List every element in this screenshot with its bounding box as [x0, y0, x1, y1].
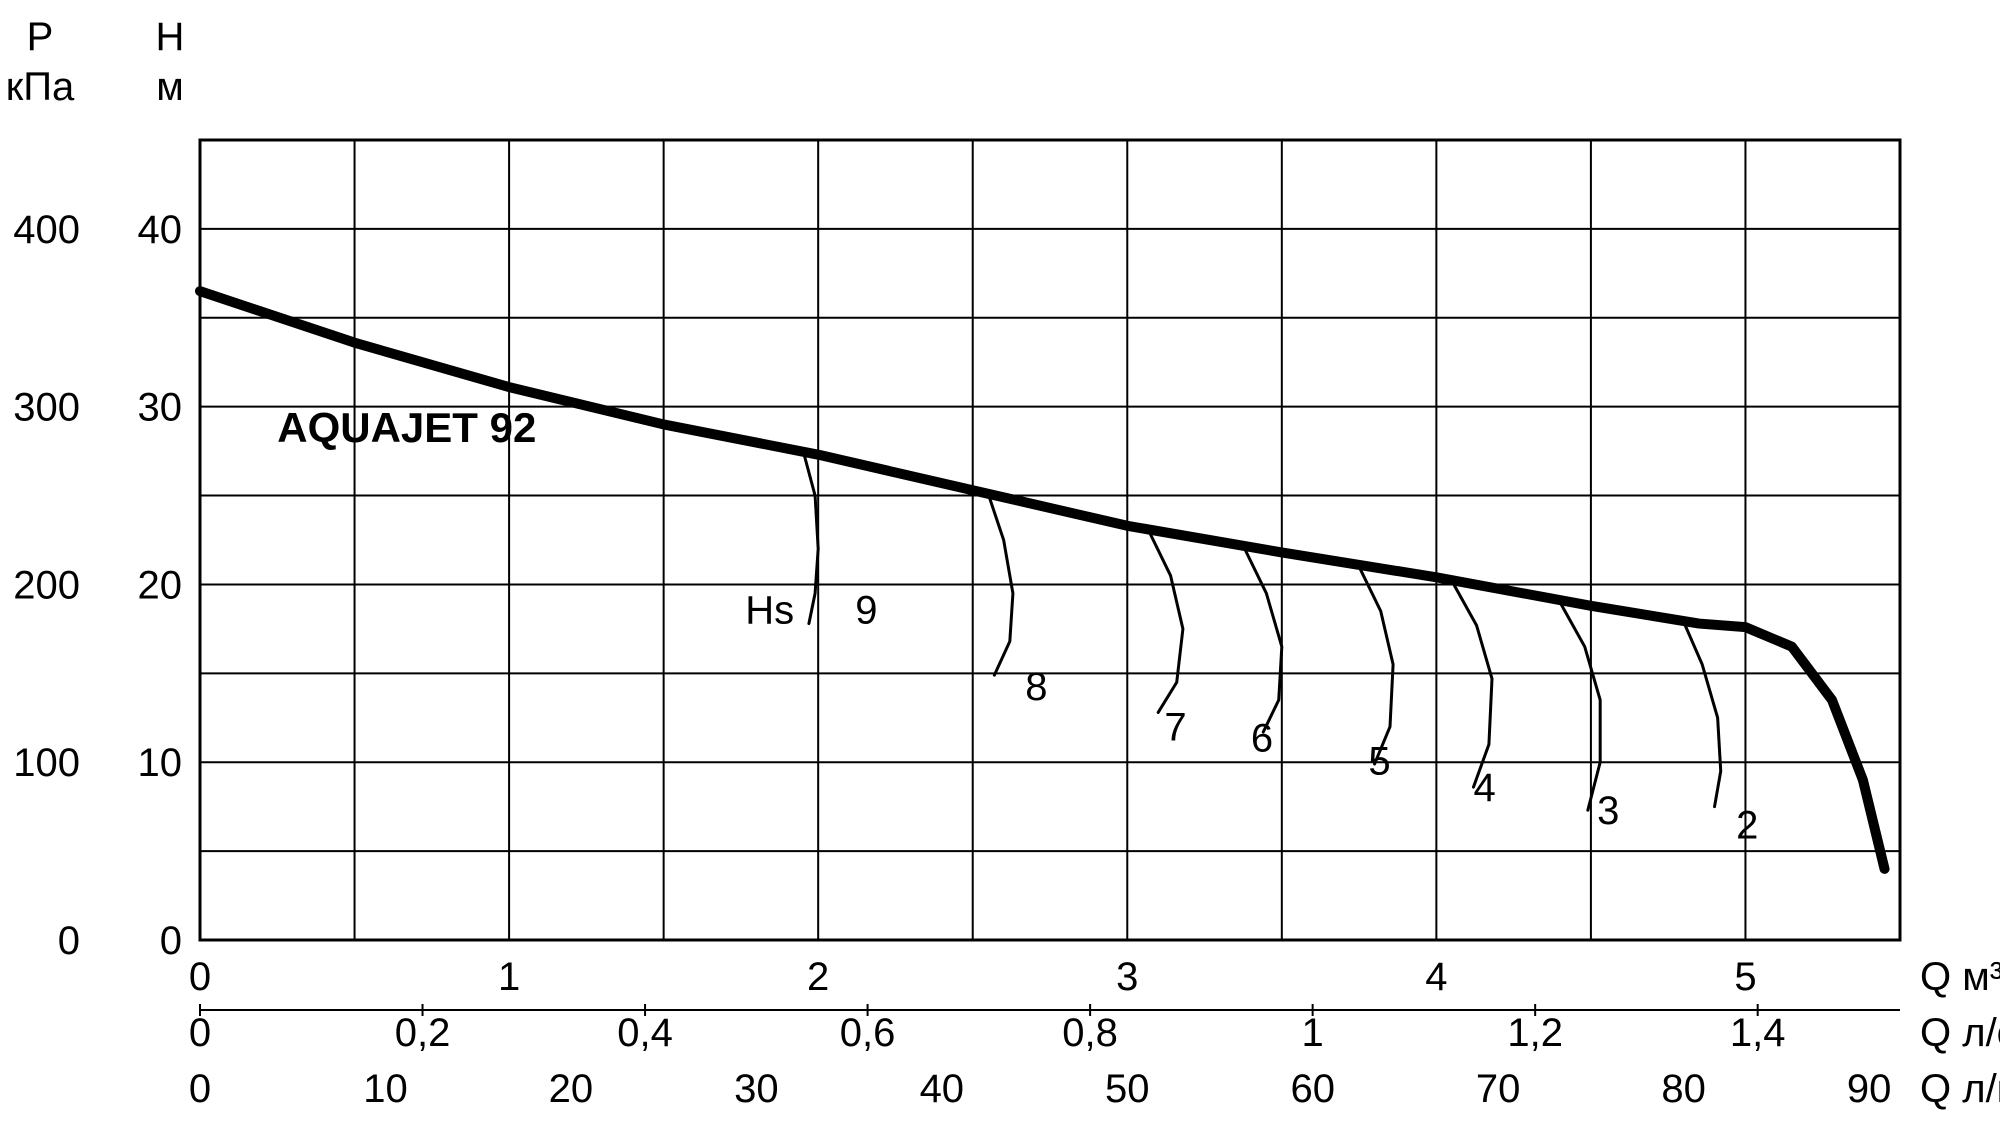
y-tick-h: 20	[138, 563, 183, 607]
y2-unit: кПа	[6, 65, 75, 109]
drop-label: 8	[1025, 665, 1047, 709]
y1-unit: м	[156, 65, 184, 109]
hs-label: Hs	[745, 588, 794, 632]
drop-label: 5	[1368, 739, 1390, 783]
x-tick: 0	[189, 955, 211, 999]
chart-svg: 0102030400100200300400PкПаHм012345Q м³/ч…	[0, 0, 2000, 1143]
drop-label: 6	[1251, 716, 1273, 760]
y-tick-h: 10	[138, 741, 183, 785]
drop-label: 4	[1473, 766, 1495, 810]
x-axis-label: Q м³/ч	[1920, 955, 2000, 999]
x-tick: 10	[363, 1067, 408, 1111]
x-tick: 1,2	[1507, 1011, 1563, 1055]
x-tick: 0,8	[1062, 1011, 1118, 1055]
y2-label-p: P	[27, 15, 54, 59]
x-tick: 1,4	[1730, 1011, 1786, 1055]
y-tick-p: 200	[13, 563, 80, 607]
x-tick: 5	[1734, 955, 1756, 999]
x-tick: 90	[1847, 1067, 1892, 1111]
y-tick-p: 100	[13, 741, 80, 785]
y-tick-p: 300	[13, 386, 80, 430]
x-tick: 80	[1661, 1067, 1706, 1111]
y1-label-h: H	[156, 15, 185, 59]
x-tick: 0,2	[395, 1011, 451, 1055]
x-tick: 60	[1290, 1067, 1335, 1111]
x-tick: 0,6	[840, 1011, 896, 1055]
y-tick-p: 400	[13, 208, 80, 252]
x-tick: 3	[1116, 955, 1138, 999]
chart-title: AQUAJET 92	[277, 404, 536, 451]
x-tick: 70	[1476, 1067, 1521, 1111]
x-tick: 1	[498, 955, 520, 999]
x-axis-label: Q л/с	[1920, 1011, 2000, 1055]
y-tick-h: 30	[138, 386, 183, 430]
x-tick: 0	[189, 1067, 211, 1111]
x-tick: 30	[734, 1067, 779, 1111]
drop-label: 2	[1736, 803, 1758, 847]
x-axis-label: Q л/мин	[1920, 1067, 2000, 1111]
x-tick: 4	[1425, 955, 1447, 999]
x-tick: 50	[1105, 1067, 1150, 1111]
pump-curve-chart: 0102030400100200300400PкПаHм012345Q м³/ч…	[0, 0, 2000, 1143]
x-tick: 1	[1302, 1011, 1324, 1055]
drop-label: 9	[855, 588, 877, 632]
y-tick-h: 0	[160, 919, 182, 963]
x-tick: 20	[549, 1067, 594, 1111]
x-tick: 2	[807, 955, 829, 999]
drop-label: 3	[1597, 789, 1619, 833]
x-tick: 0,4	[617, 1011, 673, 1055]
x-tick: 0	[189, 1011, 211, 1055]
x-tick: 40	[920, 1067, 965, 1111]
y-tick-h: 40	[138, 208, 183, 252]
drop-label: 7	[1164, 706, 1186, 750]
y-tick-p: 0	[58, 919, 80, 963]
